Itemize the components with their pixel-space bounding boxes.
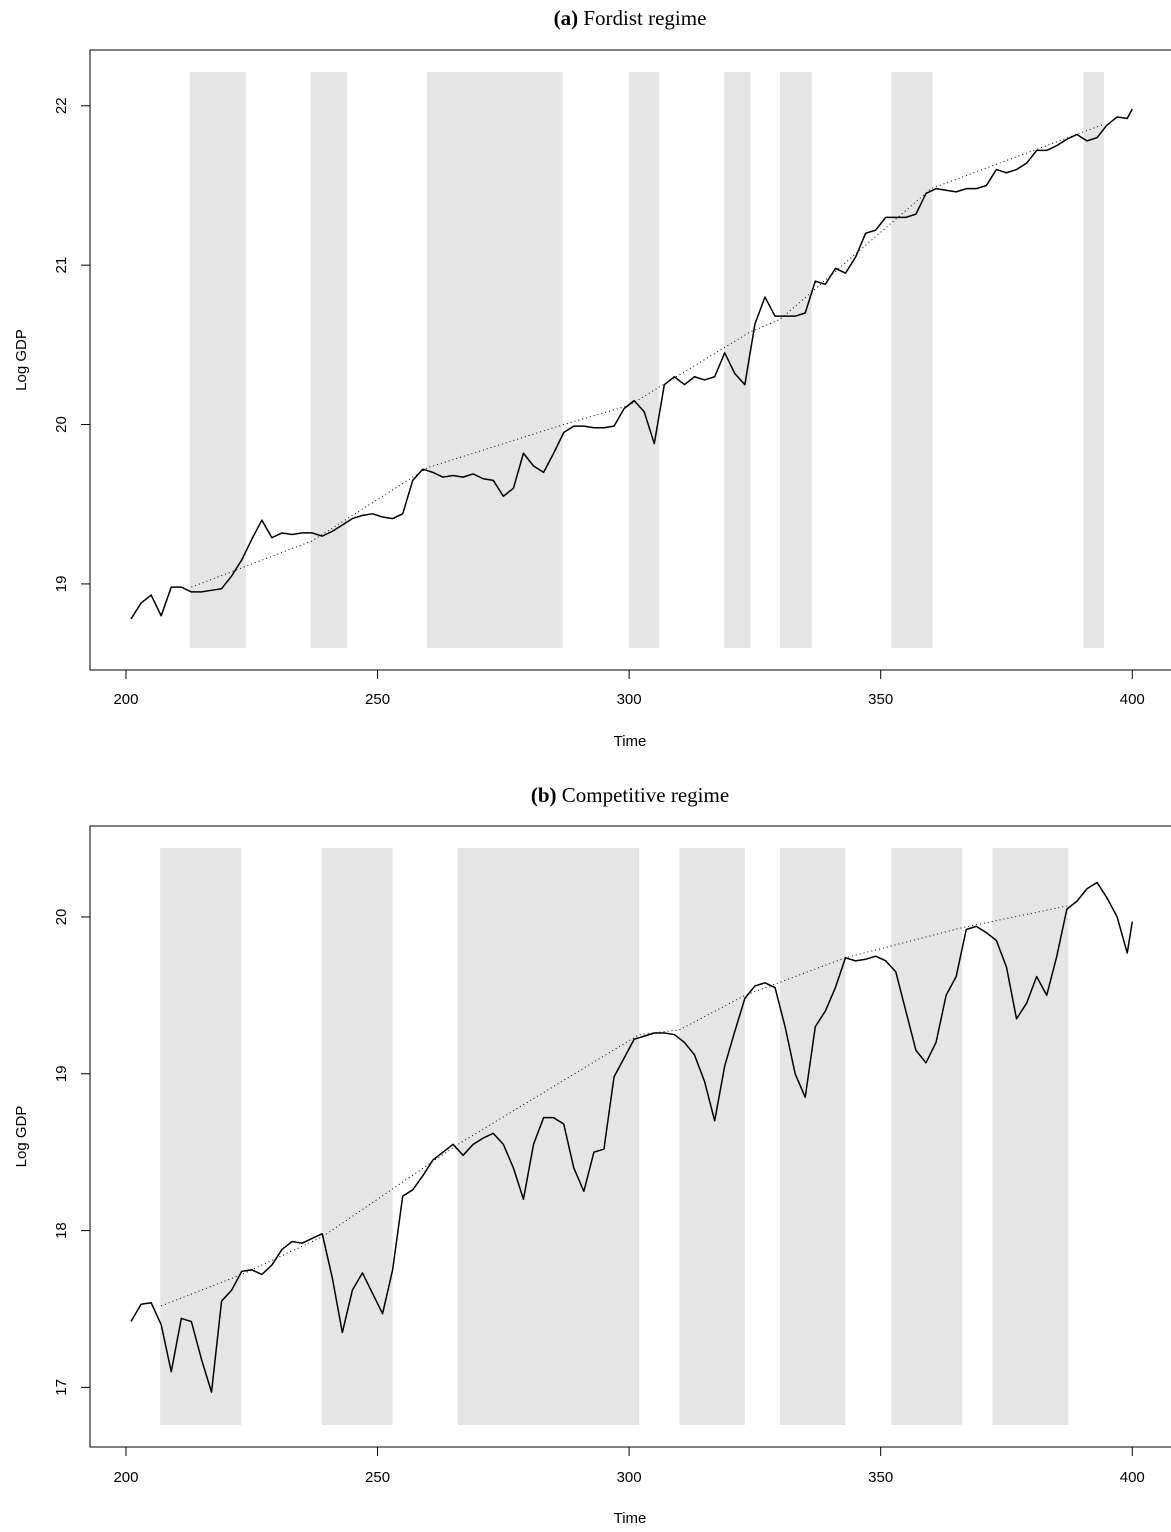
shaded-region bbox=[891, 848, 963, 1425]
y-axis-label: Log GDP bbox=[13, 329, 30, 391]
shaded-region bbox=[679, 848, 745, 1425]
x-tick-label: 250 bbox=[365, 1469, 390, 1486]
shaded-region bbox=[992, 848, 1069, 1425]
x-tick-label: 250 bbox=[365, 691, 390, 708]
y-axis-label: Log GDP bbox=[13, 1106, 30, 1168]
shaded-region bbox=[310, 72, 347, 648]
panel-label: (b) bbox=[531, 783, 557, 807]
shaded-region bbox=[629, 72, 660, 648]
shaded-region bbox=[780, 72, 812, 648]
title-text: Competitive regime bbox=[562, 783, 729, 807]
y-tick-label: 21 bbox=[53, 257, 70, 274]
shaded-region bbox=[321, 848, 393, 1425]
y-tick-label: 19 bbox=[53, 576, 70, 593]
panel-title: (a) Fordist regime bbox=[554, 6, 707, 30]
data-line bbox=[130, 108, 1133, 620]
x-tick-label: 300 bbox=[617, 1469, 642, 1486]
shaded-region bbox=[189, 72, 246, 648]
panel-title: (b) Competitive regime bbox=[531, 783, 729, 807]
y-tick-label: 17 bbox=[53, 1379, 70, 1396]
x-tick-label: 200 bbox=[113, 1469, 138, 1486]
title-text: Fordist regime bbox=[583, 6, 706, 30]
x-tick-label: 300 bbox=[617, 691, 642, 708]
y-tick-label: 20 bbox=[53, 909, 70, 926]
x-tick-label: 400 bbox=[1120, 1469, 1145, 1486]
shaded-region bbox=[160, 848, 242, 1425]
panel-label: (a) bbox=[554, 6, 579, 30]
shaded-region bbox=[780, 848, 846, 1425]
data-line bbox=[130, 881, 1134, 1393]
y-tick-label: 22 bbox=[53, 97, 70, 114]
x-tick-label: 200 bbox=[113, 691, 138, 708]
x-tick-label: 400 bbox=[1120, 691, 1145, 708]
y-tick-label: 20 bbox=[53, 416, 70, 433]
shaded-region bbox=[891, 72, 933, 648]
plot-box bbox=[89, 825, 1171, 1448]
shaded-region bbox=[426, 72, 563, 648]
x-axis-label: Time bbox=[614, 733, 647, 750]
shaded-region bbox=[1083, 72, 1105, 648]
y-tick-label: 18 bbox=[53, 1222, 70, 1239]
y-tick-label: 19 bbox=[53, 1065, 70, 1082]
x-tick-label: 350 bbox=[868, 691, 893, 708]
plot-box bbox=[89, 49, 1171, 671]
x-tick-label: 350 bbox=[868, 1469, 893, 1486]
x-axis-label: Time bbox=[614, 1510, 647, 1527]
